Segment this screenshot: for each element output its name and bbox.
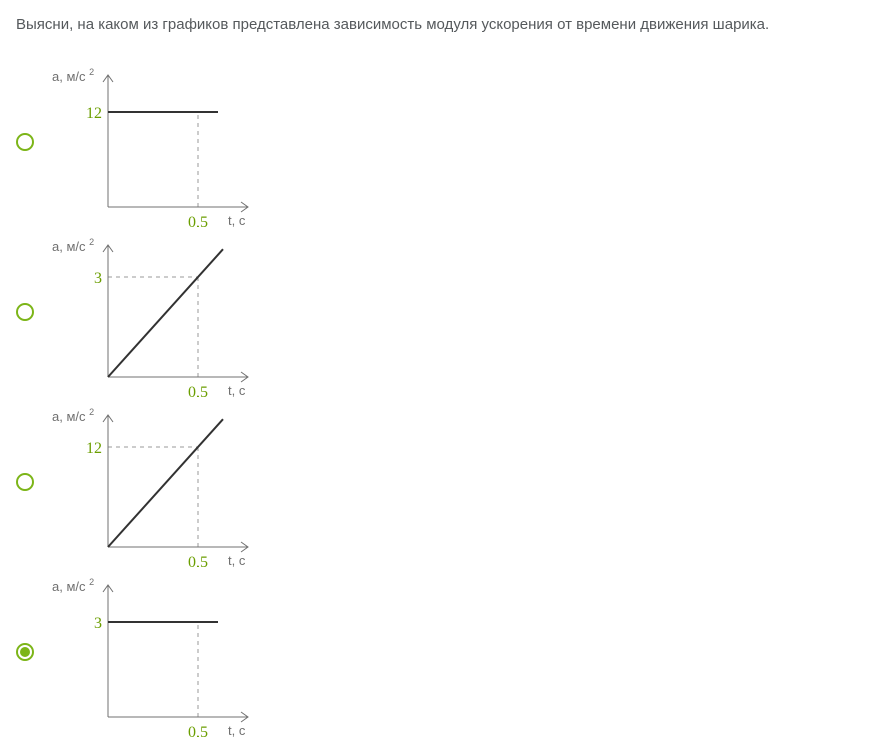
chart-option-2: a, м/с 2 3 0,5 t, с	[48, 227, 258, 397]
chart-option-4: a, м/с 2 3 0,5 t, с	[48, 567, 258, 737]
svg-text:0,5: 0,5	[188, 384, 208, 397]
svg-text:t, с: t, с	[228, 553, 246, 567]
option-row: a, м/с 2 12 0,5 t, с	[16, 57, 861, 227]
svg-text:a, м/с 2: a, м/с 2	[52, 577, 94, 594]
options-list: a, м/с 2 12 0,5 t, с a, м/с 2 3 0,5 t, с	[16, 57, 861, 737]
svg-text:0,5: 0,5	[188, 724, 208, 737]
radio-option-2[interactable]	[16, 303, 34, 321]
question-block: Выясни, на каком из графиков представлен…	[0, 0, 877, 753]
svg-text:t, с: t, с	[228, 213, 246, 227]
chart-option-1: a, м/с 2 12 0,5 t, с	[48, 57, 258, 227]
option-row: a, м/с 2 3 0,5 t, с	[16, 227, 861, 397]
radio-option-1[interactable]	[16, 133, 34, 151]
radio-option-3[interactable]	[16, 473, 34, 491]
svg-text:t, с: t, с	[228, 723, 246, 737]
question-text: Выясни, на каком из графиков представлен…	[16, 16, 861, 33]
svg-text:t, с: t, с	[228, 383, 246, 397]
svg-text:3: 3	[94, 615, 102, 632]
svg-text:0,5: 0,5	[188, 554, 208, 567]
option-row: a, м/с 2 3 0,5 t, с	[16, 567, 861, 737]
svg-text:0,5: 0,5	[188, 214, 208, 227]
radio-option-4[interactable]	[16, 643, 34, 661]
svg-text:12: 12	[86, 440, 102, 457]
svg-text:3: 3	[94, 270, 102, 287]
svg-text:a, м/с 2: a, м/с 2	[52, 237, 94, 254]
svg-text:a, м/с 2: a, м/с 2	[52, 407, 94, 424]
chart-option-3: a, м/с 2 12 0,5 t, с	[48, 397, 258, 567]
option-row: a, м/с 2 12 0,5 t, с	[16, 397, 861, 567]
svg-text:a, м/с 2: a, м/с 2	[52, 67, 94, 84]
radio-dot	[20, 647, 30, 657]
svg-text:12: 12	[86, 105, 102, 122]
